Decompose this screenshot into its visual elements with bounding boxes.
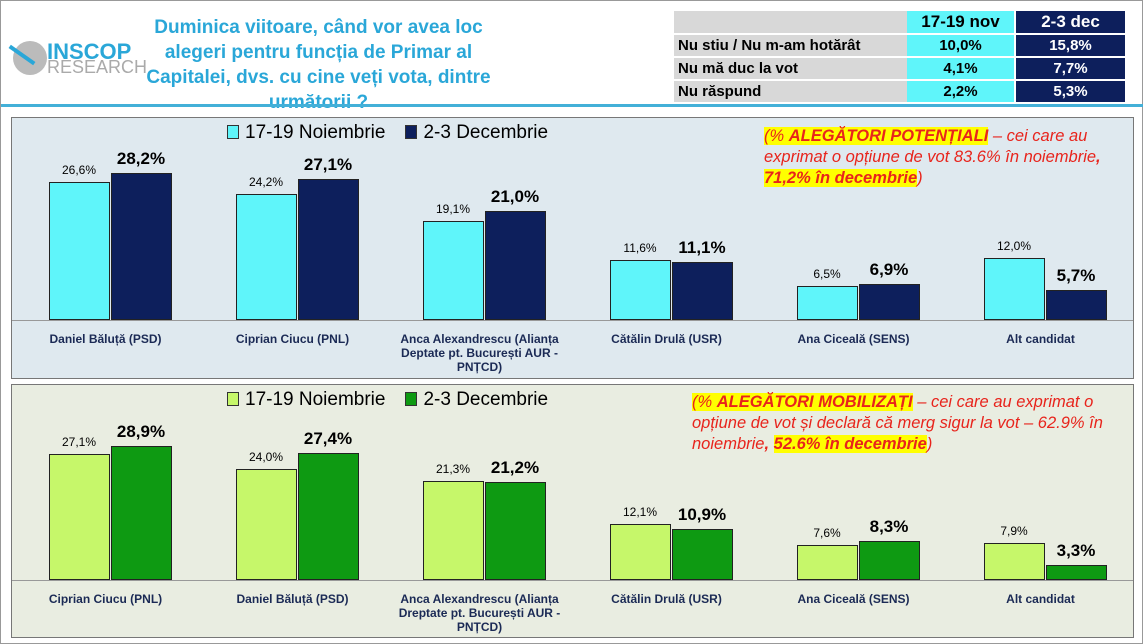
bar-nov [423, 220, 484, 320]
data-label: 28,2% [116, 149, 166, 169]
category-label: Anca Alexandrescu (Alianța Deptate pt. B… [400, 332, 559, 374]
col-dec: 2-3 dec [1014, 11, 1125, 35]
data-label: 27,1% [303, 155, 353, 175]
bar-nov [797, 286, 858, 320]
category-label: Daniel Băluță (PSD) [49, 332, 162, 346]
legend-nov: 17-19 Noiembrie [227, 389, 385, 411]
category-label: Alt candidat [1006, 592, 1075, 606]
logo-sub: RESEARCH [47, 57, 148, 77]
category-label: Cătălin Drulă (USR) [611, 592, 722, 606]
bar-dec [859, 541, 920, 580]
data-label: 11,6% [623, 240, 657, 255]
note-mobilized: (% ALEGĂTORI MOBILIZAȚI – cei care au ex… [692, 393, 1103, 453]
data-label: 8,3% [869, 517, 909, 537]
data-label: 27,1% [61, 435, 97, 450]
data-label: 21,2% [490, 457, 540, 477]
bar-nov [423, 481, 484, 580]
legend: 17-19 Noiembrie 2-3 Decembrie [227, 122, 548, 144]
legend: 17-19 Noiembrie 2-3 Decembrie [227, 389, 548, 411]
note-potential: (% ALEGĂTORI POTENȚIALI – cei care au ex… [764, 127, 1101, 187]
bar-nov [49, 454, 110, 580]
bar-dec [859, 284, 920, 320]
data-label: 11,1% [678, 238, 726, 258]
bar-nov [984, 257, 1045, 320]
bar-dec [1046, 564, 1107, 580]
data-label: 19,1% [435, 201, 471, 216]
col-nov: 17-19 nov [907, 11, 1015, 35]
category-label: Anca Alexandrescu (Alianța Dreptate pt. … [398, 592, 561, 634]
data-label: 26,6% [61, 162, 97, 177]
data-label: 21,0% [490, 186, 540, 206]
bar-nov [984, 543, 1045, 580]
data-label: 28,9% [116, 421, 166, 441]
data-label: 3,3% [1056, 540, 1096, 560]
category-label: Ciprian Ciucu (PNL) [235, 332, 350, 346]
bar-nov [49, 181, 110, 320]
category-label: Daniel Băluță (PSD) [236, 592, 349, 606]
data-label: 6,9% [869, 260, 909, 280]
data-label: 27,4% [303, 428, 353, 448]
bar-dec [298, 179, 359, 320]
bar-dec [111, 445, 172, 580]
table-row: Nu răspund 2,2% 5,3% [674, 80, 1125, 104]
data-label: 6,5% [813, 267, 841, 282]
legend-dec: 2-3 Decembrie [405, 122, 548, 144]
bar-dec [298, 452, 359, 580]
category-label: Cătălin Drulă (USR) [611, 332, 722, 346]
bar-nov [236, 468, 297, 580]
divider [1, 104, 1143, 107]
legend-nov: 17-19 Noiembrie [227, 122, 385, 144]
chart-potential-voters: 17-19 Noiembrie 2-3 Decembrie (% ALEGĂTO… [11, 117, 1134, 379]
inscop-logo: INSCOP RESEARCH [8, 39, 149, 79]
data-label: 5,7% [1056, 266, 1096, 286]
bar-dec [485, 481, 546, 580]
table-row: Nu stiu / Nu m-am hotărât 10,0% 15,8% [674, 34, 1125, 58]
logo-brand: INSCOP [47, 39, 132, 64]
table-row: Nu mă duc la vot 4,1% 7,7% [674, 57, 1125, 81]
bar-dec [1046, 290, 1107, 320]
category-label: Ana Ciceală (SENS) [797, 332, 910, 346]
data-label: 10,9% [677, 505, 727, 525]
data-label: 12,1% [622, 504, 658, 519]
bar-nov [236, 194, 297, 320]
bar-nov [610, 523, 671, 580]
data-label: 21,3% [435, 462, 471, 477]
undecided-table: 17-19 nov 2-3 dec Nu stiu / Nu m-am hotăr… [674, 11, 1125, 104]
bar-nov [610, 259, 671, 320]
legend-dec: 2-3 Decembrie [405, 389, 548, 411]
bar-dec [672, 262, 733, 320]
bar-dec [111, 173, 172, 320]
category-label: Ana Ciceală (SENS) [797, 592, 910, 606]
page-title: Duminica viitoare, când vor avea loc ale… [146, 17, 491, 113]
category-label: Alt candidat [1006, 332, 1075, 346]
bar-dec [485, 210, 546, 320]
chart-mobilized-voters: 17-19 Noiembrie 2-3 Decembrie (% ALEGĂTO… [11, 384, 1134, 638]
data-label: 7,9% [1000, 524, 1028, 539]
data-label: 7,6% [813, 525, 841, 540]
category-label: Ciprian Ciucu (PNL) [48, 592, 163, 606]
data-label: 12,0% [996, 238, 1032, 253]
bar-dec [672, 529, 733, 580]
data-label: 24,2% [248, 175, 284, 190]
bar-nov [797, 544, 858, 580]
data-label: 24,0% [248, 449, 284, 464]
